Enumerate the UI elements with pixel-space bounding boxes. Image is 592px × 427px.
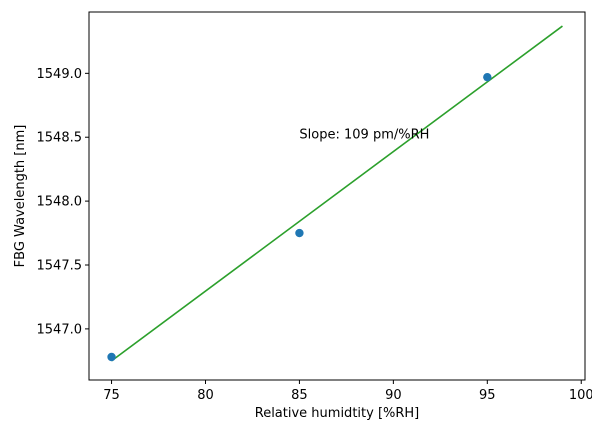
data-point — [295, 228, 304, 238]
x-axis-label: Relative humidtity [%RH] — [255, 406, 420, 421]
x-tick-label: 95 — [479, 388, 496, 403]
y-ticks: 1547.0 1547.5 1548.0 1548.5 1549.0 — [37, 67, 89, 337]
y-tick-label: 1549.0 — [37, 67, 83, 82]
fit-line — [111, 25, 563, 362]
y-tick-label: 1548.0 — [37, 195, 83, 210]
x-ticks: 75 80 85 90 95 100 — [103, 380, 592, 403]
x-tick-label: 100 — [569, 388, 592, 403]
slope-annotation: Slope: 109 pm/%RH — [299, 128, 429, 143]
y-axis-label: FBG Wavelength [nm] — [13, 125, 28, 268]
x-tick-label: 85 — [291, 388, 308, 403]
points-layer — [107, 72, 492, 362]
y-tick-label: 1548.5 — [37, 131, 83, 146]
x-tick-label: 75 — [103, 388, 120, 403]
x-tick-label: 80 — [197, 388, 214, 403]
plot-frame — [88, 11, 586, 381]
y-tick-label: 1547.5 — [37, 259, 83, 274]
fit-layer — [111, 25, 563, 362]
data-point — [483, 72, 492, 82]
y-tick-label: 1547.0 — [37, 322, 83, 337]
x-tick-label: 90 — [385, 388, 402, 403]
data-point — [107, 352, 116, 362]
